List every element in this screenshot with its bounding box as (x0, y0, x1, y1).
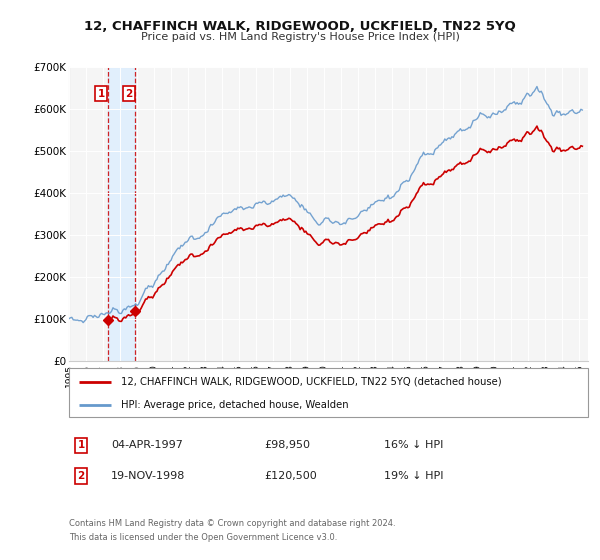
Text: 04-APR-1997: 04-APR-1997 (111, 440, 183, 450)
Text: 12, CHAFFINCH WALK, RIDGEWOOD, UCKFIELD, TN22 5YQ: 12, CHAFFINCH WALK, RIDGEWOOD, UCKFIELD,… (84, 20, 516, 32)
Text: 2: 2 (125, 88, 133, 99)
Text: 1: 1 (98, 88, 105, 99)
FancyBboxPatch shape (69, 368, 588, 417)
Text: Contains HM Land Registry data © Crown copyright and database right 2024.: Contains HM Land Registry data © Crown c… (69, 519, 395, 528)
Text: £98,950: £98,950 (264, 440, 310, 450)
Text: £120,500: £120,500 (264, 471, 317, 481)
Text: 2: 2 (77, 471, 85, 481)
Text: Price paid vs. HM Land Registry's House Price Index (HPI): Price paid vs. HM Land Registry's House … (140, 32, 460, 43)
Text: 12, CHAFFINCH WALK, RIDGEWOOD, UCKFIELD, TN22 5YQ (detached house): 12, CHAFFINCH WALK, RIDGEWOOD, UCKFIELD,… (121, 377, 502, 387)
Bar (107, 67, 135, 361)
Text: This data is licensed under the Open Government Licence v3.0.: This data is licensed under the Open Gov… (69, 533, 337, 542)
Text: 1: 1 (77, 440, 85, 450)
Text: HPI: Average price, detached house, Wealden: HPI: Average price, detached house, Weal… (121, 400, 349, 410)
Text: 19-NOV-1998: 19-NOV-1998 (111, 471, 185, 481)
Text: 19% ↓ HPI: 19% ↓ HPI (384, 471, 443, 481)
Text: 16% ↓ HPI: 16% ↓ HPI (384, 440, 443, 450)
